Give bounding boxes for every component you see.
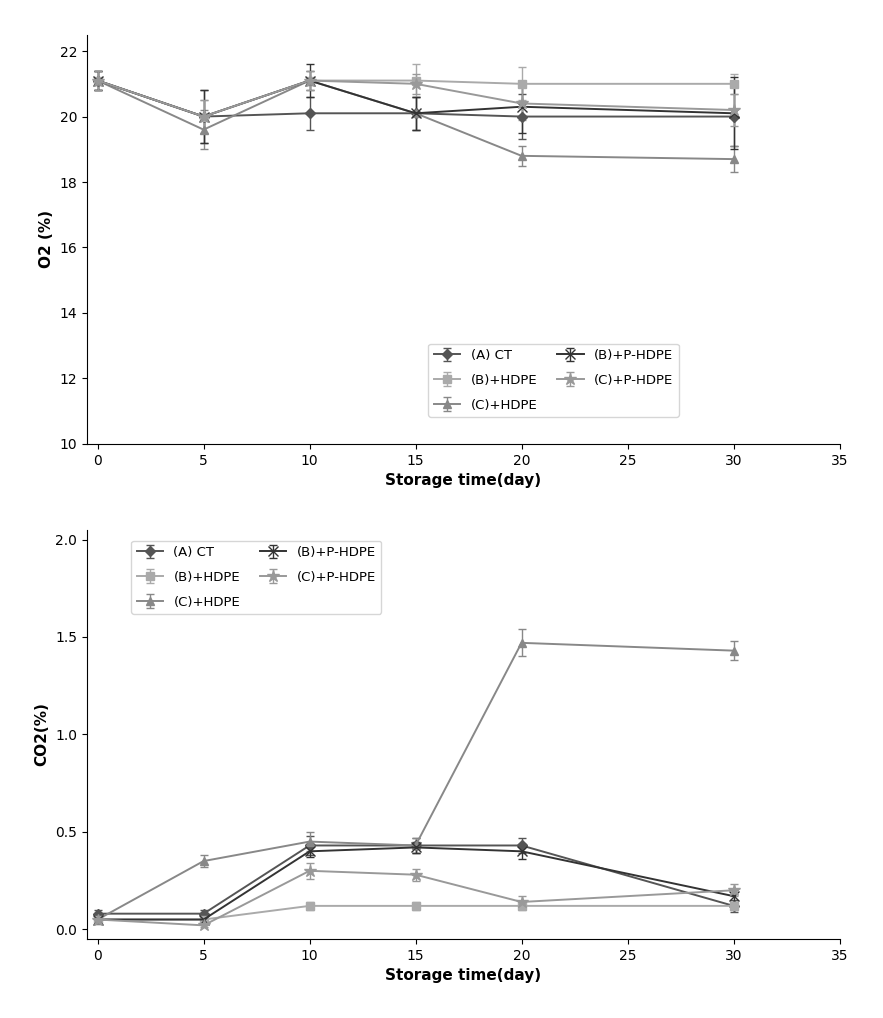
Y-axis label: CO2(%): CO2(%) xyxy=(34,702,49,767)
X-axis label: Storage time(day): Storage time(day) xyxy=(385,473,541,489)
X-axis label: Storage time(day): Storage time(day) xyxy=(385,968,541,983)
Legend: (A) CT, (B)+HDPE, (C)+HDPE, (B)+P-HDPE, (C)+P-HDPE: (A) CT, (B)+HDPE, (C)+HDPE, (B)+P-HDPE, … xyxy=(132,541,381,614)
Y-axis label: O2 (%): O2 (%) xyxy=(39,211,54,269)
Legend: (A) CT, (B)+HDPE, (C)+HDPE, (B)+P-HDPE, (C)+P-HDPE: (A) CT, (B)+HDPE, (C)+HDPE, (B)+P-HDPE, … xyxy=(428,343,679,416)
